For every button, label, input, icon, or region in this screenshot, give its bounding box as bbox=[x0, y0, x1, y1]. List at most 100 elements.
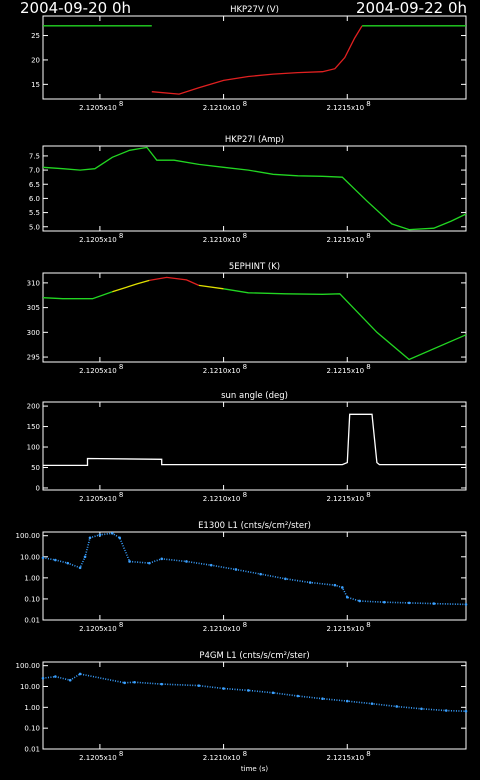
x-tick-exponent: 8 bbox=[119, 363, 123, 371]
y-tick-label: 7.0 bbox=[29, 167, 40, 175]
x-tick-exponent: 8 bbox=[366, 363, 370, 371]
x-tick-exponent: 8 bbox=[243, 363, 247, 371]
x-tick-exponent: 8 bbox=[119, 232, 123, 240]
y-tick-label: 100.00 bbox=[16, 662, 41, 670]
x-tick-exponent: 8 bbox=[243, 100, 247, 108]
plot-frame bbox=[42, 661, 467, 750]
x-tick-label: 2.1210x10 bbox=[203, 367, 241, 375]
x-tick-label: 2.1205x10 bbox=[79, 104, 117, 112]
x-tick-exponent: 8 bbox=[243, 621, 247, 629]
plot-frame bbox=[42, 531, 467, 621]
x-tick-label: 2.1215x10 bbox=[326, 495, 364, 503]
y-tick-label: 200 bbox=[27, 403, 40, 411]
plot-frame bbox=[42, 145, 467, 232]
panel-title: E1300 L1 (cnts/s/cm²/ster) bbox=[198, 521, 311, 531]
panel-title: HKP27V (V) bbox=[230, 5, 279, 15]
series-line-3 bbox=[149, 276, 200, 286]
series-line-1 bbox=[43, 413, 466, 467]
y-tick-label: 150 bbox=[27, 423, 40, 431]
panel-title: sun angle (deg) bbox=[221, 391, 288, 401]
x-tick-exponent: 8 bbox=[366, 100, 370, 108]
plot-frame bbox=[42, 15, 467, 100]
series-line-4 bbox=[198, 284, 224, 290]
x-tick-exponent: 8 bbox=[243, 232, 247, 240]
header-right-date: 2004-09-22 0h bbox=[356, 0, 467, 17]
x-tick-exponent: 8 bbox=[366, 750, 370, 758]
series-trace bbox=[42, 532, 467, 606]
x-tick-exponent: 8 bbox=[119, 491, 123, 499]
y-tick-label: 0 bbox=[36, 484, 40, 492]
panel-5: E1300 L1 (cnts/s/cm²/ster) 0.01 0.10 1.00 10… bbox=[16, 521, 468, 633]
x-tick-exponent: 8 bbox=[119, 750, 123, 758]
x-tick-exponent: 8 bbox=[119, 621, 123, 629]
x-tick-label: 2.1215x10 bbox=[326, 236, 364, 244]
y-tick-label: 5.5 bbox=[29, 209, 40, 217]
x-axis-label: time (s) bbox=[241, 765, 268, 773]
series-line-1 bbox=[42, 291, 113, 300]
x-tick-label: 2.1205x10 bbox=[79, 367, 117, 375]
y-tick-label: 1.00 bbox=[24, 574, 40, 582]
x-tick-label: 2.1215x10 bbox=[326, 104, 364, 112]
x-tick-exponent: 8 bbox=[243, 750, 247, 758]
x-tick-label: 2.1210x10 bbox=[203, 236, 241, 244]
x-tick-exponent: 8 bbox=[243, 491, 247, 499]
series-1 bbox=[41, 672, 468, 713]
panel-2: HKP27I (Amp)5.05.56.06.57.07.52.1205x10 8… bbox=[29, 135, 467, 244]
panel-title: P4GM L1 (cnts/s/cm²/ster) bbox=[199, 651, 309, 661]
y-tick-label: 305 bbox=[27, 304, 40, 312]
y-tick-label: 310 bbox=[27, 279, 40, 287]
x-tick-label: 2.1205x10 bbox=[79, 625, 117, 633]
panel-6: P4GM L1 (cnts/s/cm²/ster) 0.01 0.10 1.00 10.… bbox=[16, 651, 468, 773]
data-point bbox=[464, 709, 468, 713]
series-line-5 bbox=[223, 288, 467, 361]
x-tick-exponent: 8 bbox=[119, 100, 123, 108]
y-tick-label: 100.00 bbox=[16, 532, 41, 540]
panel-title: 5EPHINT (K) bbox=[229, 262, 280, 272]
x-tick-exponent: 8 bbox=[366, 621, 370, 629]
x-tick-exponent: 8 bbox=[366, 491, 370, 499]
x-tick-label: 2.1210x10 bbox=[203, 104, 241, 112]
panel-title: HKP27I (Amp) bbox=[225, 135, 284, 145]
x-tick-label: 2.1205x10 bbox=[79, 495, 117, 503]
y-tick-label: 0.01 bbox=[24, 617, 40, 625]
y-tick-label: 10.00 bbox=[20, 683, 40, 691]
series-trace bbox=[42, 673, 467, 712]
data-point bbox=[407, 601, 411, 605]
series-line-1 bbox=[42, 146, 467, 231]
y-tick-label: 0.10 bbox=[24, 725, 40, 733]
x-tick-label: 2.1205x10 bbox=[79, 236, 117, 244]
y-tick-label: 6.5 bbox=[29, 181, 40, 189]
y-tick-label: 6.0 bbox=[29, 195, 40, 203]
y-tick-label: 25 bbox=[31, 32, 40, 40]
x-tick-label: 2.1205x10 bbox=[79, 754, 117, 762]
x-tick-exponent: 8 bbox=[366, 232, 370, 240]
y-tick-label: 100 bbox=[27, 444, 40, 452]
y-tick-label: 15 bbox=[31, 81, 40, 89]
x-tick-label: 2.1215x10 bbox=[326, 754, 364, 762]
x-tick-label: 2.1215x10 bbox=[326, 625, 364, 633]
plot-frame bbox=[42, 401, 467, 491]
x-tick-label: 2.1210x10 bbox=[203, 495, 241, 503]
x-tick-label: 2.1215x10 bbox=[326, 367, 364, 375]
y-tick-label: 7.5 bbox=[29, 152, 40, 160]
y-tick-label: 1.00 bbox=[24, 704, 40, 712]
series-line-2 bbox=[112, 279, 150, 293]
y-tick-label: 10.00 bbox=[20, 553, 40, 561]
y-tick-label: 0.10 bbox=[24, 595, 40, 603]
x-tick-label: 2.1210x10 bbox=[203, 625, 241, 633]
plot-frame bbox=[42, 272, 467, 363]
y-tick-label: 5.0 bbox=[29, 223, 40, 231]
series-line-2 bbox=[151, 25, 363, 95]
y-tick-label: 50 bbox=[31, 464, 40, 472]
y-tick-label: 300 bbox=[27, 329, 40, 337]
y-tick-label: 295 bbox=[27, 354, 40, 362]
y-tick-label: 0.01 bbox=[24, 746, 40, 754]
header-left-date: 2004-09-20 0h bbox=[20, 0, 131, 17]
x-tick-label: 2.1210x10 bbox=[203, 754, 241, 762]
